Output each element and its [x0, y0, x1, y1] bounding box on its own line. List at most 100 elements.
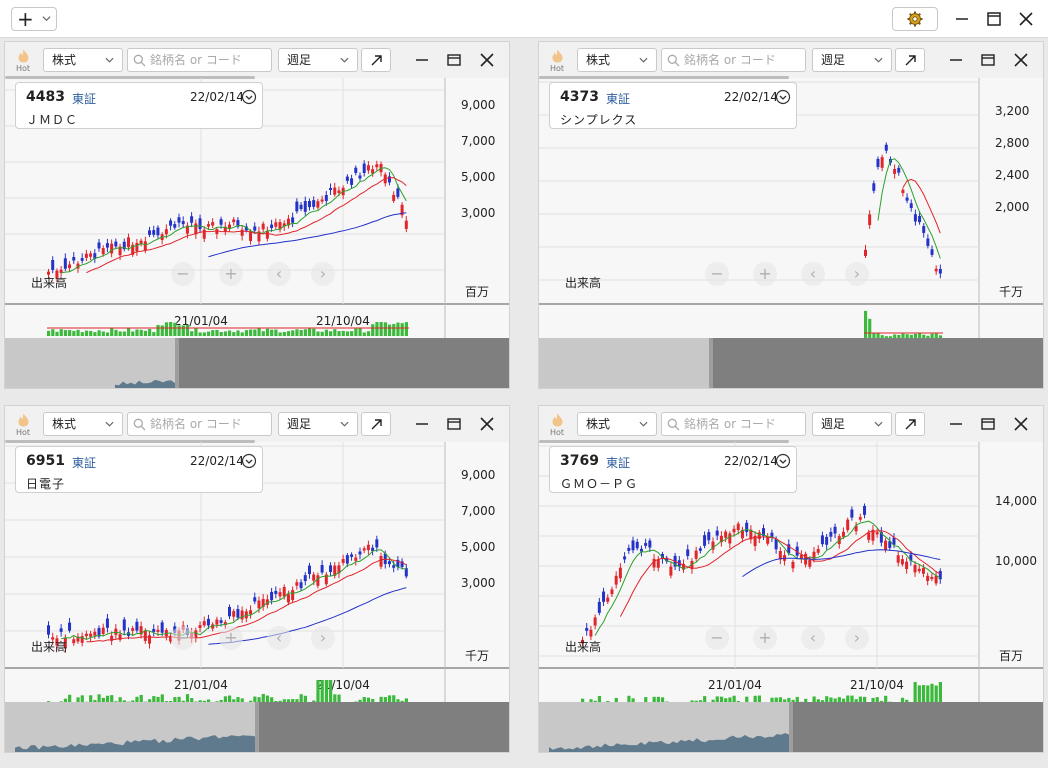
volume-bar [375, 322, 379, 336]
hot-button[interactable]: Hot [547, 413, 569, 439]
navigator[interactable] [5, 338, 509, 388]
scroll-left-button[interactable]: ‹ [801, 626, 825, 650]
close-icon[interactable] [479, 52, 495, 68]
volume-bar [211, 330, 215, 336]
symbol-search[interactable] [127, 412, 272, 436]
close-icon[interactable] [1016, 9, 1036, 29]
maximize-icon[interactable] [980, 52, 996, 68]
candle-body [333, 187, 337, 195]
scroll-left-button[interactable]: ‹ [267, 262, 291, 286]
symbol-search[interactable] [127, 48, 272, 72]
market-select[interactable]: 株式 [577, 412, 657, 436]
close-icon[interactable] [1013, 416, 1029, 432]
navigator-handle[interactable] [255, 702, 259, 752]
navigator[interactable] [539, 338, 1043, 388]
zoom-in-button[interactable]: + [219, 262, 243, 286]
period-select[interactable]: 週足 [812, 412, 892, 436]
candle-body [366, 544, 370, 551]
navigator-window[interactable] [257, 702, 509, 752]
candle-body [884, 144, 888, 151]
search-input[interactable] [684, 414, 802, 434]
add-chart-button[interactable]: + [11, 7, 57, 31]
candle-body [190, 216, 194, 223]
candle-body [72, 639, 76, 644]
symbol-search[interactable] [661, 412, 806, 436]
panel-scrollbar[interactable] [539, 440, 789, 443]
scroll-left-button[interactable]: ‹ [267, 626, 291, 650]
panel-scrollbar[interactable] [539, 76, 789, 79]
maximize-icon[interactable] [984, 9, 1004, 29]
candle-body [669, 566, 673, 576]
close-icon[interactable] [479, 416, 495, 432]
open-external-button[interactable] [895, 48, 925, 72]
maximize-icon[interactable] [446, 416, 462, 432]
chevron-down-circle-icon[interactable] [241, 453, 257, 469]
navigator-handle[interactable] [175, 338, 179, 388]
scroll-left-button[interactable]: ‹ [801, 262, 825, 286]
period-select[interactable]: 週足 [278, 48, 358, 72]
minimize-icon[interactable] [948, 416, 964, 432]
scroll-right-button[interactable]: › [845, 262, 869, 286]
zoom-in-button[interactable]: + [753, 262, 777, 286]
zoom-out-button[interactable]: − [705, 626, 729, 650]
candle-body [926, 575, 930, 582]
minimize-icon[interactable] [952, 9, 972, 29]
navigator-window[interactable] [177, 338, 509, 388]
open-external-button[interactable] [361, 412, 391, 436]
minimize-icon[interactable] [948, 52, 964, 68]
chevron-down-circle-icon[interactable] [775, 453, 791, 469]
date-label: 22/02/14 [724, 454, 778, 468]
scroll-right-button[interactable]: › [311, 626, 335, 650]
panel-scrollbar[interactable] [5, 440, 255, 443]
zoom-in-button[interactable]: + [219, 626, 243, 650]
chart-panel: Hot 株式 週足 3769 東証 22/02/14 ＧＭＯ－ＰＧ 14,000… [538, 405, 1044, 753]
market-select[interactable]: 株式 [577, 48, 657, 72]
volume-bar [736, 701, 740, 702]
maximize-icon[interactable] [980, 416, 996, 432]
candle-body [316, 575, 320, 586]
zoom-out-button[interactable]: − [171, 262, 195, 286]
minimize-icon[interactable] [414, 416, 430, 432]
navigator[interactable] [5, 702, 509, 752]
chevron-down-circle-icon[interactable] [775, 89, 791, 105]
volume-bar [366, 331, 371, 336]
price-chart[interactable]: 3,200 2,800 2,400 2,000 [539, 78, 1043, 338]
candle-body [97, 628, 101, 637]
market-select[interactable]: 株式 [43, 48, 123, 72]
market-select[interactable]: 株式 [43, 412, 123, 436]
period-select[interactable]: 週足 [278, 412, 358, 436]
zoom-out-button[interactable]: − [171, 626, 195, 650]
panel-scrollbar[interactable] [5, 76, 255, 79]
scroll-right-button[interactable]: › [311, 262, 335, 286]
period-select[interactable]: 週足 [812, 48, 892, 72]
search-input[interactable] [684, 50, 802, 70]
navigator-handle[interactable] [789, 702, 793, 752]
minimize-icon[interactable] [414, 52, 430, 68]
hot-button[interactable]: Hot [13, 49, 35, 75]
hot-button[interactable]: Hot [547, 49, 569, 75]
volume-bar [89, 695, 93, 702]
maximize-icon[interactable] [446, 52, 462, 68]
open-external-button[interactable] [895, 412, 925, 436]
price-chart[interactable]: 9,000 7,000 5,000 3,000 21/01/04 21/10/04 [5, 442, 509, 702]
volume-unit-label: 百万 [999, 649, 1024, 663]
candle-body [682, 563, 686, 570]
zoom-in-button[interactable]: + [753, 626, 777, 650]
navigator-handle[interactable] [709, 338, 713, 388]
navigator-window[interactable] [711, 338, 1043, 388]
search-input[interactable] [150, 414, 268, 434]
hot-button[interactable]: Hot [13, 413, 35, 439]
zoom-out-button[interactable]: − [705, 262, 729, 286]
candle-body [173, 224, 177, 228]
chevron-down-circle-icon[interactable] [241, 89, 257, 105]
settings-button[interactable] [892, 7, 938, 31]
symbol-search[interactable] [661, 48, 806, 72]
candlesticks [864, 142, 942, 279]
close-icon[interactable] [1013, 52, 1029, 68]
scroll-right-button[interactable]: › [845, 626, 869, 650]
open-external-button[interactable] [361, 48, 391, 72]
search-input[interactable] [150, 50, 268, 70]
candle-body [648, 540, 652, 548]
navigator[interactable] [539, 702, 1043, 752]
navigator-window[interactable] [791, 702, 1043, 752]
